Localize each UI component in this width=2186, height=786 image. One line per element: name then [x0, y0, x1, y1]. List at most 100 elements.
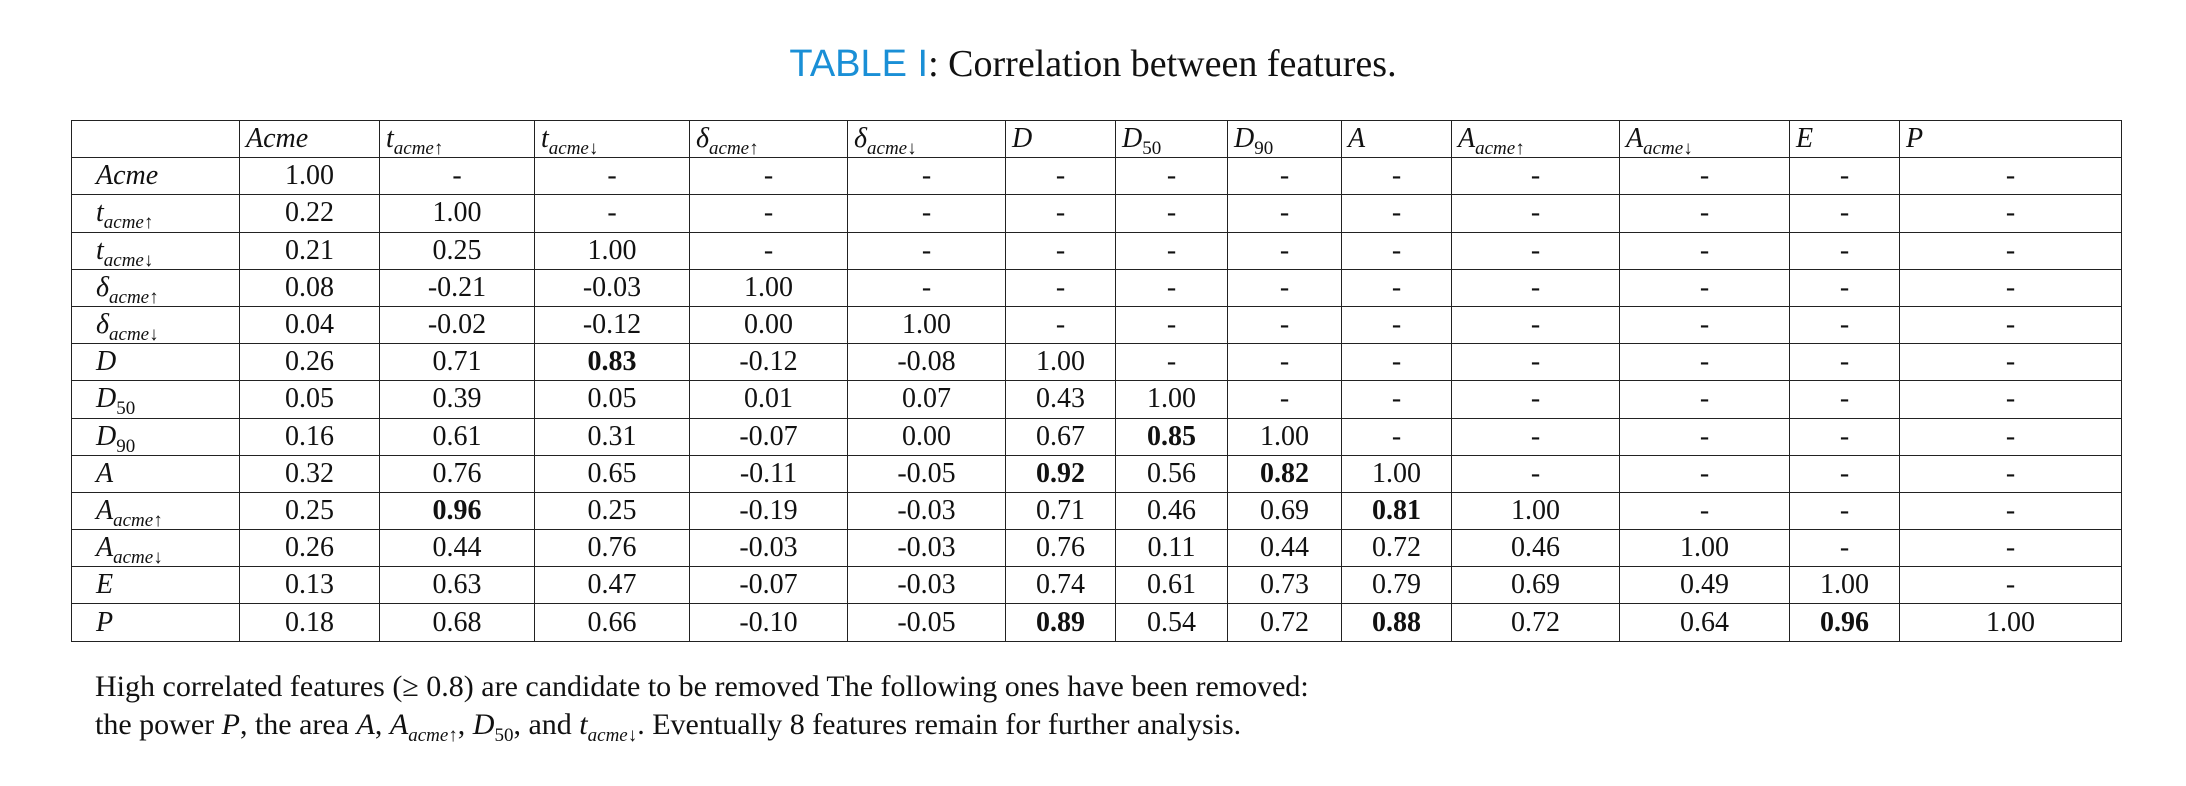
table-cell: 0.26 [239, 529, 380, 568]
table-cell: 0.79 [1341, 566, 1452, 605]
table-cell: - [379, 157, 535, 196]
table-cell: - [1899, 566, 2122, 605]
table-cell: - [1451, 157, 1620, 196]
table-cell: - [847, 194, 1006, 233]
table-cell: - [1115, 231, 1228, 270]
table-cell: 0.13 [239, 566, 380, 605]
table-cell: - [1227, 231, 1342, 270]
table-cell: - [1789, 529, 1900, 568]
table-cell: - [1341, 380, 1452, 419]
table-cell: 0.89 [1005, 603, 1116, 642]
table-cell: 0.39 [379, 380, 535, 419]
table-cell: -0.03 [847, 529, 1006, 568]
column-header-delta-acmeup: δacme↑ [689, 119, 848, 159]
table-cell: 1.00 [1115, 380, 1228, 419]
table-cell: - [1451, 380, 1620, 419]
table-cell: 0.72 [1451, 603, 1620, 642]
row-header-delta-acmedown: δacme↓ [71, 305, 240, 345]
column-header-p: P [1899, 119, 2122, 159]
table-row: δacme↓ 0.04 -0.02 -0.12 0.00 1.00- - - - - - - - [71, 305, 2122, 345]
table-cell: 0.22 [239, 194, 380, 233]
table-cell: - [534, 194, 690, 233]
table-cell: 0.73 [1227, 566, 1342, 605]
table-cell: 0.96 [1789, 603, 1900, 642]
table-cell: 0.69 [1451, 566, 1620, 605]
table-cell: - [1789, 194, 1900, 233]
table-cell: - [1619, 194, 1790, 233]
table-cell: - [1789, 380, 1900, 419]
table-row: D 0.26 0.71 0.83 -0.12 -0.08 1.00- - - - - - - [71, 343, 2122, 382]
table-cell: - [1899, 417, 2122, 456]
table-cell: - [1341, 305, 1452, 345]
table-cell: - [1115, 268, 1228, 307]
table-cell: - [1341, 343, 1452, 382]
table-cell: 1.00 [847, 305, 1006, 345]
row-header-d-90: D90 [71, 417, 240, 456]
table-cell: - [1227, 305, 1342, 345]
table-cell: - [1619, 268, 1790, 307]
column-header-t-acmeup: tacme↑ [379, 119, 535, 159]
table-cell: 1.00 [1227, 417, 1342, 456]
table-cell: 0.83 [534, 343, 690, 382]
table-cell: - [1227, 380, 1342, 419]
table-cell: 0.32 [239, 454, 380, 493]
table-cell: -0.11 [689, 454, 848, 493]
table-cell: - [1619, 417, 1790, 456]
table-cell: - [1789, 268, 1900, 307]
table-cell: - [847, 231, 1006, 270]
table-header-row: Acme tacme↑ tacme↓ δacme↑ δacme↓ D D50 D90 A Aacm… [71, 119, 2122, 159]
table-cell: 0.72 [1227, 603, 1342, 642]
table-label[interactable]: TABLE I [789, 43, 929, 85]
table-cell: - [1619, 491, 1790, 531]
column-header-blank [71, 119, 240, 159]
table-cell: - [1899, 231, 2122, 270]
table-cell: - [1619, 305, 1790, 345]
table-cell: - [1005, 268, 1116, 307]
column-header-delta-acmedown: δacme↓ [847, 119, 1006, 159]
table-row: Aacme↓ 0.26 0.44 0.76 -0.03 -0.03 0.76 0.11 0.44… [71, 529, 2122, 568]
table-cell: 0.05 [239, 380, 380, 419]
table-cell: - [1115, 157, 1228, 196]
table-cell: -0.19 [689, 491, 848, 531]
column-header-d: D [1005, 119, 1116, 159]
table-cell: - [1341, 231, 1452, 270]
table-cell: - [1899, 305, 2122, 345]
table-cell: - [1115, 305, 1228, 345]
row-header-a: A [71, 454, 240, 493]
table-cell: -0.03 [689, 529, 848, 568]
table-cell: 0.76 [1005, 529, 1116, 568]
row-header-a-acmeup: Aacme↑ [71, 491, 240, 531]
table-cell: 0.08 [239, 268, 380, 307]
table-row: E 0.13 0.63 0.47 -0.07 -0.03 0.74 0.61 0.73 0.79 0… [71, 566, 2122, 605]
table-cell: 0.85 [1115, 417, 1228, 456]
table-cell: - [1227, 268, 1342, 307]
table-cell: 0.49 [1619, 566, 1790, 605]
table-cell: - [1341, 157, 1452, 196]
table-cell: 0.46 [1115, 491, 1228, 531]
table-cell: - [689, 231, 848, 270]
table-cell: 0.07 [847, 380, 1006, 419]
table-row: Aacme↑ 0.25 0.96 0.25 -0.19 -0.03 0.71 0.46 0.69… [71, 491, 2122, 531]
table-row: D50 0.05 0.39 0.05 0.01 0.07 0.43 1.00- - - - - - [71, 380, 2122, 419]
table-cell: 1.00 [1451, 491, 1620, 531]
table-cell: - [1789, 231, 1900, 270]
table-cell: 0.92 [1005, 454, 1116, 493]
table-cell: 1.00 [1005, 343, 1116, 382]
table-cell: 0.81 [1341, 491, 1452, 531]
table-cell: 0.25 [534, 491, 690, 531]
table-cell: 0.46 [1451, 529, 1620, 568]
table-cell: - [1227, 194, 1342, 233]
table-cell: 0.72 [1341, 529, 1452, 568]
table-cell: 0.25 [239, 491, 380, 531]
table-cell: - [1227, 343, 1342, 382]
table-cell: 0.18 [239, 603, 380, 642]
table-cell: - [1341, 268, 1452, 307]
table-cell: - [1005, 194, 1116, 233]
table-cell: - [1227, 157, 1342, 196]
row-header-t-acmedown: tacme↓ [71, 231, 240, 270]
table-cell: 0.69 [1227, 491, 1342, 531]
table-cell: 0.61 [1115, 566, 1228, 605]
table-cell: - [1899, 491, 2122, 531]
caption-text: : Correlation between features. [928, 43, 1397, 85]
table-cell: 0.00 [689, 305, 848, 345]
